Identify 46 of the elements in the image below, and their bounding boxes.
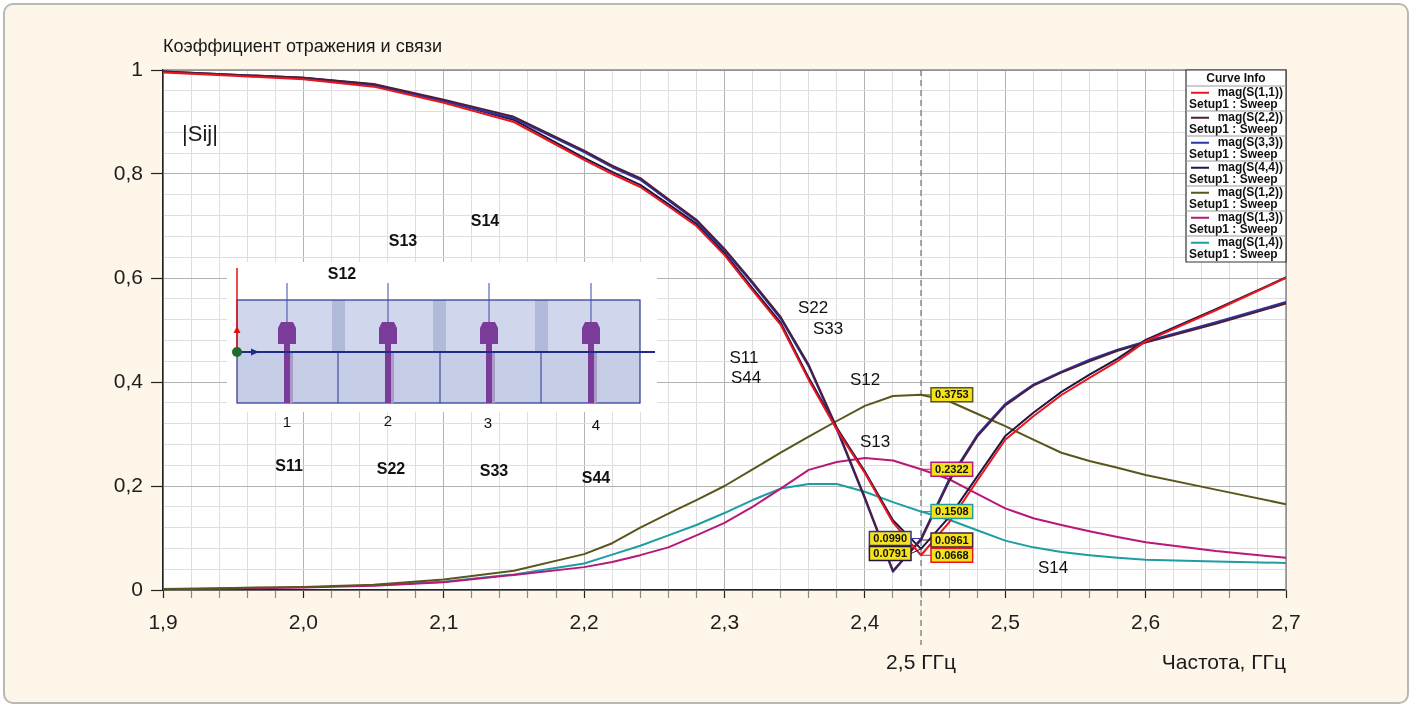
annotation: 3 xyxy=(483,413,493,431)
y-tick-label: 0 xyxy=(131,576,143,600)
y-tick-label: 0,2 xyxy=(113,472,143,496)
x-tick-label: 2,2 xyxy=(569,610,599,634)
annotation: S12 xyxy=(327,265,357,282)
x-tick-label: 2,0 xyxy=(288,610,318,634)
x-tick-label: 2,1 xyxy=(429,610,459,634)
annotation: S11 xyxy=(729,347,759,367)
data-label: 0.2322 xyxy=(935,462,969,475)
data-label: 0.1508 xyxy=(935,505,969,518)
x-tick-label: 2,4 xyxy=(850,610,880,634)
annotation: S12 xyxy=(849,369,881,389)
annotation: S44 xyxy=(730,367,762,387)
annotation: S22 xyxy=(797,297,829,317)
data-label: 0.0990 xyxy=(873,532,908,545)
annotation: S13 xyxy=(859,431,891,451)
y-tick-label: 1 xyxy=(131,56,143,80)
y-tick-label: 0,6 xyxy=(113,264,143,288)
x-axis-title: Частота, ГГц xyxy=(1161,649,1286,673)
data-label: 0.0791 xyxy=(873,547,908,560)
annotation: S22 xyxy=(376,460,406,477)
x-tick-label: 1,9 xyxy=(148,610,178,634)
data-label: 0.3753 xyxy=(935,388,969,401)
annotation: 4 xyxy=(591,415,601,433)
annotation: S13 xyxy=(388,232,418,249)
data-label: 0.0668 xyxy=(935,548,969,561)
annotation: S44 xyxy=(581,469,611,486)
annotation: 2 xyxy=(383,411,393,429)
chart-title: Коэффициент отражения и связи xyxy=(163,35,443,56)
legend-title: Curve Info xyxy=(1206,70,1266,85)
annotation: S14 xyxy=(470,212,500,229)
annotation: S11 xyxy=(275,457,303,474)
y-tick-label: 0,4 xyxy=(113,368,144,392)
x-tick-label: 2,6 xyxy=(1131,610,1161,634)
annotation: 1 xyxy=(282,412,292,430)
annotation: S33 xyxy=(479,462,509,479)
x-tick-label: 2,7 xyxy=(1271,610,1301,634)
legend-label: mag(S(1,4)) Setup1 : Sweep xyxy=(1189,235,1283,261)
ref-line-label: 2,5 ГГц xyxy=(886,649,956,673)
annotation: S14 xyxy=(1037,557,1069,577)
y-tick-label: 0,8 xyxy=(113,160,143,184)
x-tick-label: 2,3 xyxy=(709,610,740,634)
data-label: 0.0961 xyxy=(935,533,969,546)
y-axis-title: |Sij| xyxy=(182,121,218,147)
x-tick-label: 2,5 xyxy=(990,610,1020,634)
annotation: S33 xyxy=(812,318,844,338)
